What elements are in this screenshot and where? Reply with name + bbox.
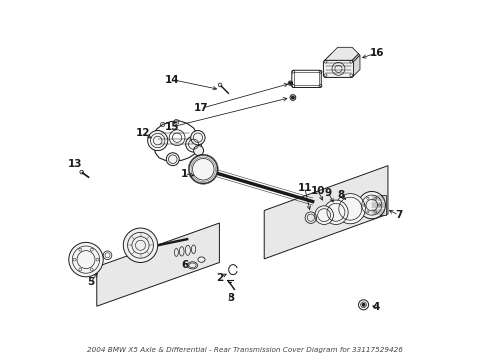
Circle shape <box>314 206 333 225</box>
Circle shape <box>291 96 294 99</box>
Circle shape <box>190 131 204 145</box>
Text: 2004 BMW X5 Axle & Differential - Rear Transmission Cover Diagram for 3311752942: 2004 BMW X5 Axle & Differential - Rear T… <box>86 347 402 353</box>
Circle shape <box>166 153 179 166</box>
Polygon shape <box>97 223 219 306</box>
Text: 17: 17 <box>194 103 208 113</box>
Circle shape <box>188 155 217 184</box>
Polygon shape <box>324 54 358 60</box>
Circle shape <box>335 194 365 224</box>
Polygon shape <box>264 166 387 259</box>
Text: 1: 1 <box>180 168 187 179</box>
Text: 7: 7 <box>394 210 402 220</box>
Ellipse shape <box>187 262 197 269</box>
Circle shape <box>362 303 364 306</box>
Text: 3: 3 <box>227 293 234 303</box>
Text: 15: 15 <box>164 122 179 132</box>
Polygon shape <box>324 47 358 60</box>
Text: 11: 11 <box>297 183 311 193</box>
Text: 5: 5 <box>87 277 95 287</box>
Polygon shape <box>323 60 353 77</box>
Text: 8: 8 <box>336 190 344 200</box>
Circle shape <box>357 192 385 219</box>
Circle shape <box>185 136 201 152</box>
Polygon shape <box>353 55 359 76</box>
Circle shape <box>69 242 103 277</box>
Text: 4: 4 <box>372 302 379 312</box>
Bar <box>371 195 386 215</box>
Text: 6: 6 <box>182 260 188 270</box>
Circle shape <box>123 228 158 262</box>
Text: 13: 13 <box>68 159 82 169</box>
Text: 2: 2 <box>215 273 223 283</box>
Circle shape <box>193 145 203 156</box>
Text: 12: 12 <box>136 129 150 138</box>
Circle shape <box>289 82 291 84</box>
Circle shape <box>147 131 167 150</box>
Text: 9: 9 <box>324 188 331 198</box>
Circle shape <box>323 200 347 225</box>
Text: 10: 10 <box>310 186 325 196</box>
Text: 14: 14 <box>164 75 179 85</box>
Text: 16: 16 <box>369 48 384 58</box>
Ellipse shape <box>198 257 204 262</box>
Polygon shape <box>351 54 359 62</box>
